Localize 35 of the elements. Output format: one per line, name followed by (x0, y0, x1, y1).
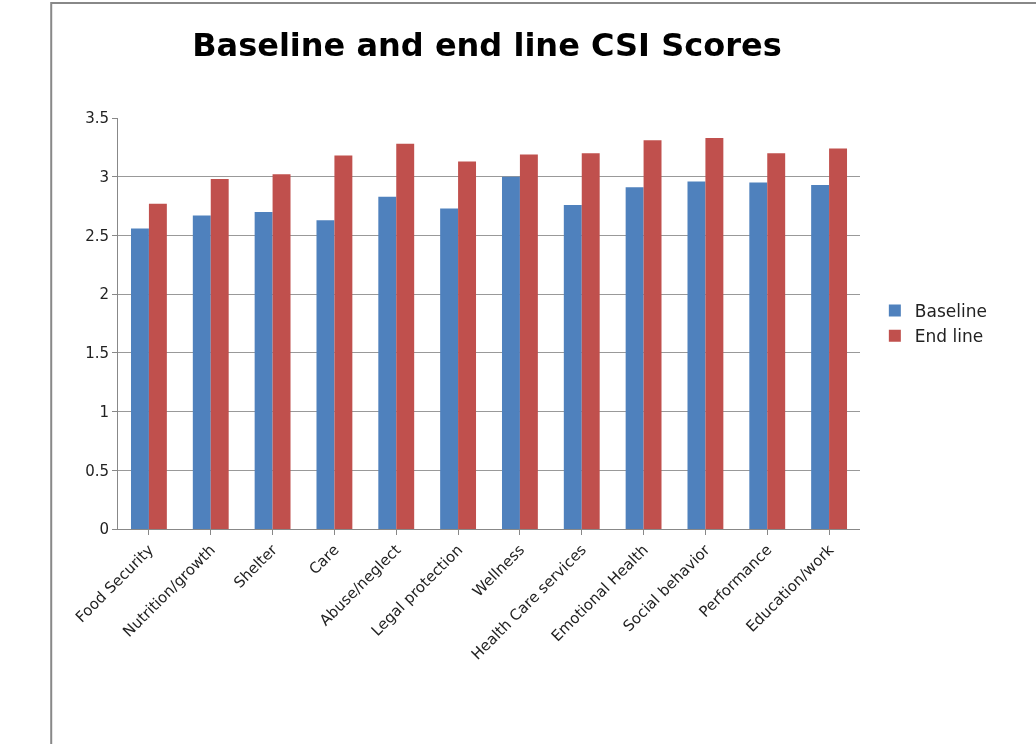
bar (519, 154, 538, 529)
y-tick-label: 0.5 (85, 461, 109, 480)
bar (192, 215, 211, 529)
bar (687, 181, 706, 529)
bar (254, 211, 273, 529)
bar (563, 204, 582, 529)
bar (148, 203, 167, 529)
y-tick-label: 2.5 (85, 226, 109, 245)
bar (210, 179, 229, 529)
legend-label: Baseline (914, 301, 987, 322)
bar (829, 148, 848, 529)
bar (705, 137, 724, 529)
y-tick-label: 2 (99, 285, 109, 304)
y-tick-label: 3 (99, 167, 109, 186)
y-tick-label: 3.5 (85, 109, 109, 128)
bar (811, 184, 830, 529)
bar (334, 155, 353, 529)
bar (625, 187, 644, 529)
bar (130, 228, 149, 529)
bar (458, 161, 477, 529)
bar (581, 153, 600, 529)
bar (767, 153, 786, 529)
bar (316, 220, 335, 529)
bar (643, 140, 662, 529)
bar (440, 208, 459, 529)
bar (378, 196, 397, 529)
bar (501, 176, 520, 529)
y-tick-label: 1.5 (85, 344, 109, 363)
legend-label: End line (914, 326, 984, 347)
bar (749, 182, 768, 529)
bar (272, 174, 291, 529)
bar (396, 143, 415, 529)
chart-title: Baseline and end line CSI Scores (192, 25, 782, 64)
y-tick-label: 1 (99, 402, 109, 421)
y-tick-label: 0 (99, 520, 109, 539)
